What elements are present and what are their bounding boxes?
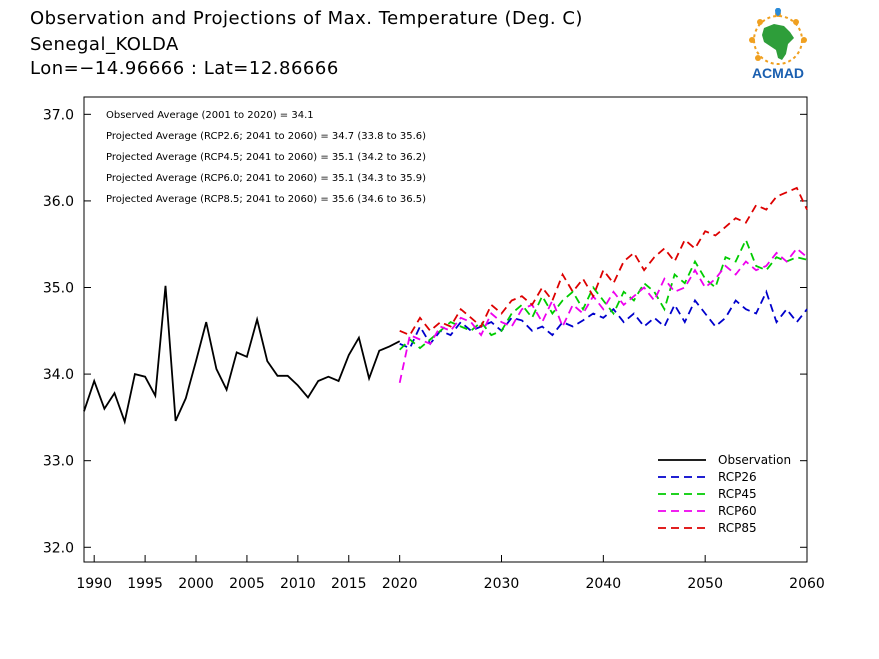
x-tick-label: 2040 bbox=[586, 576, 622, 592]
africa-map-logo: ACMAD bbox=[738, 7, 818, 83]
y-tick-label: 37.0 bbox=[43, 107, 74, 123]
africa-map-icon: ACMAD bbox=[749, 7, 807, 81]
logo-text: ACMAD bbox=[752, 65, 804, 81]
chart-subtitle-location: Senegal_KOLDA bbox=[30, 34, 179, 55]
x-tick-label: 2050 bbox=[687, 576, 723, 592]
legend-label-observation: Observation bbox=[718, 453, 791, 467]
series-line-rcp26 bbox=[399, 289, 808, 350]
series-line-rcp45 bbox=[399, 237, 808, 351]
x-tick-label: 2010 bbox=[280, 576, 316, 592]
x-tick-label: 2000 bbox=[178, 576, 214, 592]
annotation-line: Projected Average (RCP8.5; 2041 to 2060)… bbox=[106, 194, 426, 205]
legend-label-rcp85: RCP85 bbox=[718, 521, 757, 535]
axis-ticks: 32.0 33.0 34.0 35.0 36.0 37.0 1990 1995 2000 2005… bbox=[43, 107, 825, 592]
series-line-observation bbox=[83, 285, 401, 425]
series-line-rcp60 bbox=[398, 247, 808, 383]
plot-area bbox=[83, 96, 808, 563]
y-tick-label: 32.0 bbox=[43, 540, 74, 556]
x-tick-label: 2020 bbox=[382, 576, 418, 592]
annotations: Observed Average (2001 to 2020) = 34.1 Pr… bbox=[106, 110, 426, 205]
y-tick-label: 35.0 bbox=[43, 281, 74, 297]
x-tick-label: 1990 bbox=[76, 576, 112, 592]
legend-label-rcp45: RCP45 bbox=[718, 487, 757, 501]
x-tick-label: 2015 bbox=[331, 576, 367, 592]
chart-subtitle-coordinates: Lon=−14.96666 : Lat=12.86666 bbox=[30, 58, 339, 79]
y-tick-label: 36.0 bbox=[43, 194, 74, 210]
x-tick-label: 2030 bbox=[484, 576, 520, 592]
series-line-rcp85 bbox=[399, 186, 808, 337]
annotation-line: Projected Average (RCP4.5; 2041 to 2060)… bbox=[106, 152, 426, 163]
x-tick-label: 2060 bbox=[789, 576, 825, 592]
y-tick-label: 33.0 bbox=[43, 454, 74, 470]
series-lines bbox=[83, 186, 808, 425]
chart-title: Observation and Projections of Max. Temp… bbox=[30, 8, 583, 29]
x-tick-label: 1995 bbox=[127, 576, 163, 592]
legend: Observation RCP26 RCP45 RCP60 RCP85 bbox=[658, 453, 791, 535]
annotation-line: Observed Average (2001 to 2020) = 34.1 bbox=[106, 110, 314, 121]
legend-label-rcp60: RCP60 bbox=[718, 504, 757, 518]
x-tick-label: 2005 bbox=[229, 576, 265, 592]
annotation-line: Projected Average (RCP2.6; 2041 to 2060)… bbox=[106, 131, 426, 142]
annotation-line: Projected Average (RCP6.0; 2041 to 2060)… bbox=[106, 173, 426, 184]
plot-frame bbox=[83, 96, 808, 563]
y-tick-label: 34.0 bbox=[43, 367, 74, 383]
legend-label-rcp26: RCP26 bbox=[718, 470, 757, 484]
